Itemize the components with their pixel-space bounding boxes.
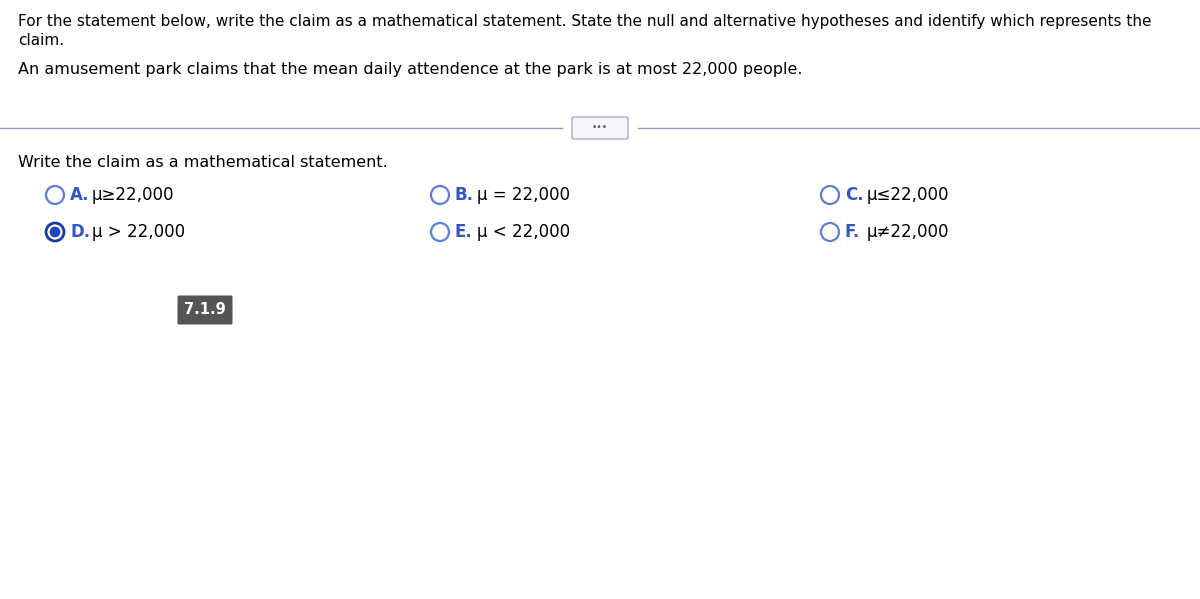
FancyBboxPatch shape <box>572 117 628 139</box>
Text: E.: E. <box>455 223 473 241</box>
Text: μ < 22,000: μ < 22,000 <box>478 223 570 241</box>
Text: F.: F. <box>845 223 860 241</box>
Text: μ > 22,000: μ > 22,000 <box>92 223 185 241</box>
Circle shape <box>50 227 60 237</box>
Text: μ≥22,000: μ≥22,000 <box>92 186 174 204</box>
FancyBboxPatch shape <box>178 295 233 325</box>
Text: An amusement park claims that the mean daily attendence at the park is at most 2: An amusement park claims that the mean d… <box>18 62 803 77</box>
Text: D.: D. <box>70 223 90 241</box>
Text: claim.: claim. <box>18 33 64 48</box>
Text: For the statement below, write the claim as a mathematical statement. State the : For the statement below, write the claim… <box>18 14 1152 29</box>
Text: A.: A. <box>70 186 90 204</box>
Text: 7.1.9: 7.1.9 <box>184 302 226 317</box>
Text: μ≠22,000: μ≠22,000 <box>866 223 949 241</box>
Text: B.: B. <box>455 186 474 204</box>
Text: C.: C. <box>845 186 864 204</box>
Text: •••: ••• <box>592 123 608 132</box>
Text: μ≤22,000: μ≤22,000 <box>866 186 949 204</box>
Text: μ = 22,000: μ = 22,000 <box>478 186 570 204</box>
Text: Write the claim as a mathematical statement.: Write the claim as a mathematical statem… <box>18 155 388 170</box>
